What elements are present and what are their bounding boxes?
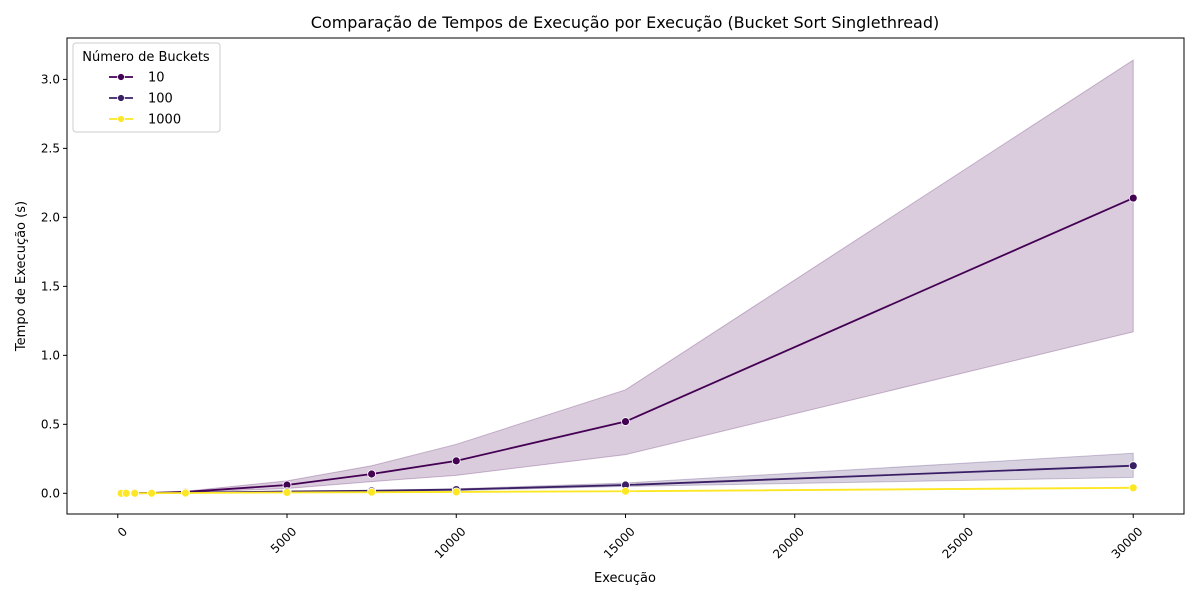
point-series-10-7 — [451, 456, 461, 466]
point-series-1000-7 — [451, 487, 461, 497]
legend-marker-1000 — [117, 115, 125, 123]
legend: Número de Buckets 10 100 1000 — [72, 42, 221, 133]
point-series-10-9 — [1128, 193, 1138, 203]
point-series-1000-2 — [130, 488, 140, 498]
legend-box — [72, 42, 221, 133]
point-series-100-9 — [1128, 461, 1138, 471]
point-series-1000-1 — [121, 488, 131, 498]
point-series-1000-6 — [367, 487, 377, 497]
point-series-1000-8 — [621, 486, 630, 496]
point-series-10-8 — [621, 417, 630, 426]
y-axis-ticks: 0.0 0.5 1.0 1.5 2.0 2.5 3.0 — [41, 72, 67, 500]
y-tick-label-4: 2.0 — [41, 210, 60, 224]
point-series-1000-9 — [1128, 483, 1138, 493]
point-series-1000-5 — [282, 488, 292, 497]
y-tick-label-1: 0.5 — [41, 417, 60, 431]
point-series-1000-4 — [181, 488, 190, 498]
x-axis-title: Execução — [594, 571, 656, 586]
legend-label-10: 10 — [148, 71, 165, 86]
y-tick-label-6: 3.0 — [41, 72, 60, 86]
legend-label-1000: 1000 — [148, 113, 181, 128]
point-series-10-6 — [367, 469, 377, 479]
legend-items: 10 100 1000 — [109, 71, 181, 128]
legend-marker-100 — [117, 94, 125, 102]
y-tick-label-3: 1.5 — [41, 279, 60, 293]
point-series-1000-3 — [147, 488, 157, 498]
y-axis-title: Tempo de Execução (s) — [14, 201, 29, 352]
series-points — [116, 193, 1138, 498]
chart-title: Comparação de Tempos de Execução por Exe… — [311, 13, 940, 32]
y-tick-label-0: 0.0 — [41, 486, 60, 500]
legend-marker-10 — [117, 73, 125, 81]
y-tick-label-5: 2.5 — [41, 141, 60, 155]
legend-label-100: 100 — [148, 92, 173, 107]
y-tick-label-2: 1.0 — [41, 348, 60, 362]
legend-title: Número de Buckets — [82, 50, 210, 65]
